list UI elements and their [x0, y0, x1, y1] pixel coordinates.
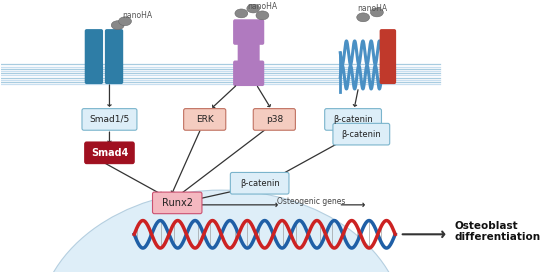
Ellipse shape — [119, 17, 131, 26]
Text: nanoHA: nanoHA — [248, 2, 277, 11]
FancyBboxPatch shape — [379, 29, 396, 84]
Text: nanoHA: nanoHA — [358, 4, 387, 13]
FancyBboxPatch shape — [230, 173, 289, 194]
FancyBboxPatch shape — [85, 29, 103, 84]
Text: Runx2: Runx2 — [162, 198, 192, 208]
FancyBboxPatch shape — [333, 123, 390, 145]
FancyBboxPatch shape — [233, 61, 264, 86]
FancyBboxPatch shape — [85, 142, 134, 164]
FancyBboxPatch shape — [324, 109, 382, 130]
Ellipse shape — [371, 8, 383, 17]
Ellipse shape — [38, 190, 404, 273]
Text: β-catenin: β-catenin — [240, 179, 279, 188]
Ellipse shape — [357, 13, 370, 22]
FancyBboxPatch shape — [82, 109, 137, 130]
Text: Osteoblast
differentiation: Osteoblast differentiation — [455, 221, 541, 242]
Text: Smad4: Smad4 — [91, 148, 128, 158]
FancyBboxPatch shape — [152, 192, 202, 214]
Ellipse shape — [235, 9, 248, 18]
Text: Osteogenic genes: Osteogenic genes — [277, 197, 345, 206]
Text: p38: p38 — [266, 115, 283, 124]
FancyBboxPatch shape — [105, 29, 123, 84]
FancyBboxPatch shape — [184, 109, 226, 130]
FancyBboxPatch shape — [238, 41, 260, 64]
Ellipse shape — [256, 11, 269, 20]
Text: ERK: ERK — [196, 115, 213, 124]
Text: β-catenin: β-catenin — [333, 115, 373, 124]
Ellipse shape — [111, 21, 124, 29]
FancyBboxPatch shape — [253, 109, 295, 130]
Text: Smad1/5: Smad1/5 — [89, 115, 130, 124]
Ellipse shape — [247, 4, 260, 13]
Text: nanoHA: nanoHA — [122, 11, 152, 20]
FancyBboxPatch shape — [233, 19, 264, 45]
Text: β-catenin: β-catenin — [342, 130, 381, 139]
